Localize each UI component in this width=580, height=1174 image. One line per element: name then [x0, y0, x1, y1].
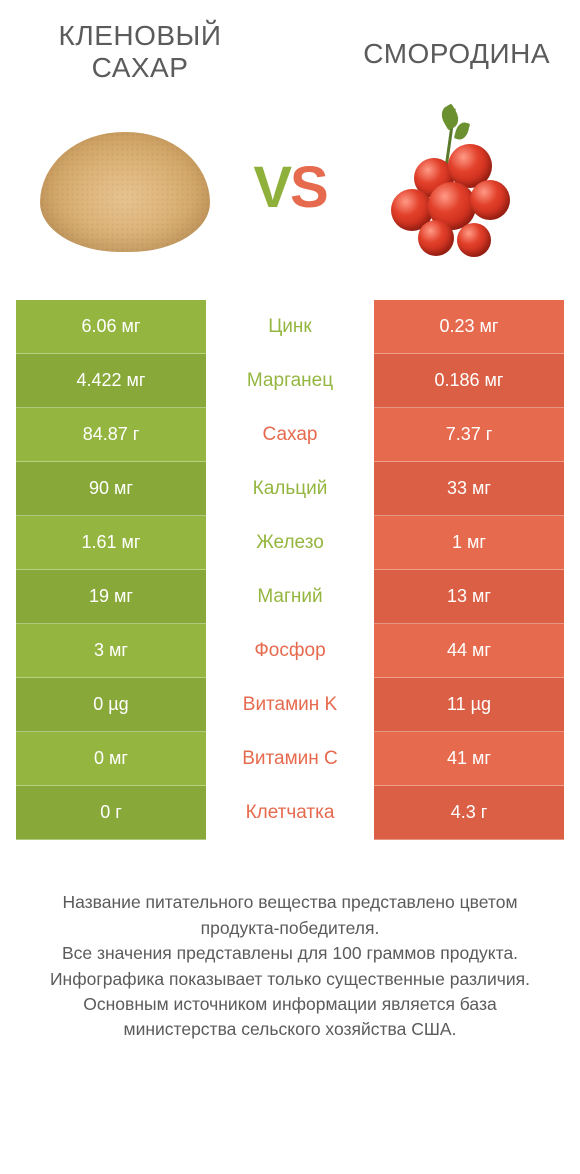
- right-value: 0.186 мг: [374, 354, 564, 408]
- table-row: 6.06 мгЦинк0.23 мг: [16, 300, 564, 354]
- left-value: 4.422 мг: [16, 354, 206, 408]
- nutrient-label: Витамин K: [206, 678, 374, 732]
- right-value: 33 мг: [374, 462, 564, 516]
- nutrient-label: Фосфор: [206, 624, 374, 678]
- right-item-image: [360, 92, 550, 282]
- vs-s: S: [290, 155, 327, 220]
- images-row: VS: [0, 84, 580, 300]
- right-value: 7.37 г: [374, 408, 564, 462]
- maple-sugar-icon: [40, 112, 210, 262]
- header: КЛЕНОВЫЙ САХАР СМОРОДИНА: [0, 0, 580, 84]
- nutrient-label: Железо: [206, 516, 374, 570]
- table-row: 3 мгФосфор44 мг: [16, 624, 564, 678]
- comparison-table: 6.06 мгЦинк0.23 мг4.422 мгМарганец0.186 …: [0, 300, 580, 840]
- left-item-image: [30, 92, 220, 282]
- nutrient-label: Марганец: [206, 354, 374, 408]
- left-title-line1: КЛЕНОВЫЙ: [59, 20, 222, 51]
- table-row: 19 мгМагний13 мг: [16, 570, 564, 624]
- left-value: 19 мг: [16, 570, 206, 624]
- right-value: 13 мг: [374, 570, 564, 624]
- right-title: СМОРОДИНА: [330, 20, 550, 70]
- nutrient-label: Витамин C: [206, 732, 374, 786]
- table-row: 0 гКлетчатка4.3 г: [16, 786, 564, 840]
- left-value: 1.61 мг: [16, 516, 206, 570]
- right-value: 1 мг: [374, 516, 564, 570]
- nutrient-label: Кальций: [206, 462, 374, 516]
- table-row: 84.87 гСахар7.37 г: [16, 408, 564, 462]
- right-value: 41 мг: [374, 732, 564, 786]
- left-value: 0 µg: [16, 678, 206, 732]
- vs-v: V: [253, 155, 290, 220]
- table-row: 0 мгВитамин C41 мг: [16, 732, 564, 786]
- left-title: КЛЕНОВЫЙ САХАР: [30, 20, 250, 84]
- left-value: 3 мг: [16, 624, 206, 678]
- footer-notes: Название питательного вещества представл…: [0, 840, 580, 1042]
- nutrient-label: Клетчатка: [206, 786, 374, 840]
- right-value: 4.3 г: [374, 786, 564, 840]
- left-title-line2: САХАР: [92, 52, 189, 83]
- left-value: 0 г: [16, 786, 206, 840]
- nutrient-label: Магний: [206, 570, 374, 624]
- left-value: 84.87 г: [16, 408, 206, 462]
- nutrient-label: Цинк: [206, 300, 374, 354]
- left-value: 0 мг: [16, 732, 206, 786]
- table-row: 4.422 мгМарганец0.186 мг: [16, 354, 564, 408]
- table-row: 0 µgВитамин K11 µg: [16, 678, 564, 732]
- vs-label: VS: [253, 154, 326, 221]
- table-row: 90 мгКальций33 мг: [16, 462, 564, 516]
- footer-line: Инфографика показывает только существенн…: [28, 967, 552, 992]
- right-value: 0.23 мг: [374, 300, 564, 354]
- footer-line: Название питательного вещества представл…: [28, 890, 552, 941]
- left-value: 6.06 мг: [16, 300, 206, 354]
- table-row: 1.61 мгЖелезо1 мг: [16, 516, 564, 570]
- footer-line: Все значения представлены для 100 граммо…: [28, 941, 552, 966]
- right-value: 11 µg: [374, 678, 564, 732]
- currant-icon: [370, 102, 540, 272]
- footer-line: Основным источником информации является …: [28, 992, 552, 1043]
- nutrient-label: Сахар: [206, 408, 374, 462]
- left-value: 90 мг: [16, 462, 206, 516]
- right-value: 44 мг: [374, 624, 564, 678]
